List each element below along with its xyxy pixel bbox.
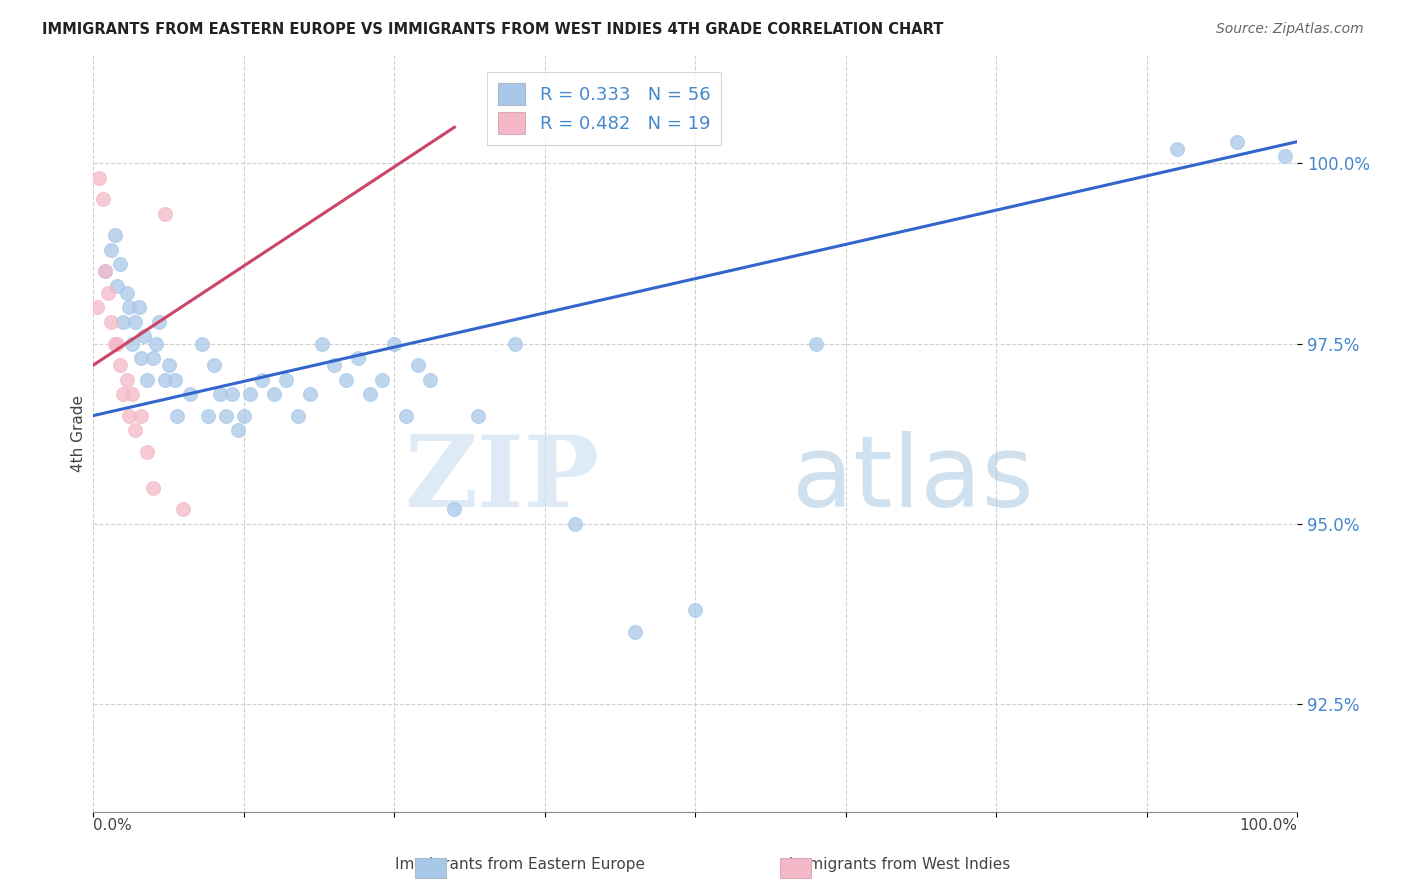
Point (208, 387, 231, 401)
Point (311, 336, 333, 351)
Point (263, 387, 285, 401)
Point (94, 264, 117, 278)
Point (190, 336, 212, 351)
Point (128, 301, 150, 315)
Point (136, 444, 159, 458)
Point (115, 373, 138, 387)
Point (226, 423, 249, 437)
Point (136, 373, 159, 387)
Point (121, 387, 143, 401)
Point (86, 301, 108, 315)
Point (1226, 135, 1249, 149)
Point (115, 286, 138, 301)
Text: 100.0%: 100.0% (1239, 818, 1298, 833)
Legend: R = 0.333   N = 56, R = 0.482   N = 19: R = 0.333 N = 56, R = 0.482 N = 19 (488, 71, 721, 145)
Point (148, 315, 170, 329)
Point (94, 264, 117, 278)
Point (166, 409, 188, 423)
Point (118, 409, 141, 423)
Point (683, 603, 706, 617)
Point (89, 170, 111, 185)
Point (179, 387, 201, 401)
Point (335, 373, 357, 387)
Text: IMMIGRANTS FROM EASTERN EUROPE VS IMMIGRANTS FROM WEST INDIES 4TH GRADE CORRELAT: IMMIGRANTS FROM EASTERN EUROPE VS IMMIGR… (42, 22, 943, 37)
Point (97, 286, 120, 301)
Point (232, 409, 254, 423)
Text: ZIP: ZIP (404, 431, 599, 527)
Point (142, 481, 165, 495)
Point (157, 358, 180, 372)
Point (121, 336, 143, 351)
Point (298, 387, 321, 401)
Point (104, 336, 127, 351)
Point (105, 278, 128, 293)
Point (419, 373, 441, 387)
Point (108, 358, 131, 372)
Point (131, 351, 153, 365)
Point (202, 358, 225, 372)
Point (239, 387, 262, 401)
Point (323, 358, 346, 372)
Point (250, 373, 273, 387)
Point (100, 243, 122, 257)
Point (443, 502, 465, 516)
Point (112, 315, 135, 329)
Point (131, 409, 153, 423)
Text: Source: ZipAtlas.com: Source: ZipAtlas.com (1216, 22, 1364, 37)
Point (564, 516, 586, 531)
Point (91, 192, 114, 206)
Point (118, 301, 141, 315)
Point (108, 257, 131, 271)
Point (274, 373, 297, 387)
Text: Immigrants from West Indies: Immigrants from West Indies (789, 857, 1011, 872)
Point (214, 409, 236, 423)
Point (467, 409, 489, 423)
Point (382, 336, 405, 351)
Point (155, 373, 177, 387)
Point (1166, 142, 1188, 156)
Text: atlas: atlas (792, 431, 1033, 527)
Point (197, 409, 219, 423)
Point (173, 502, 195, 516)
Point (165, 373, 187, 387)
Point (124, 315, 146, 329)
Point (359, 387, 381, 401)
Point (804, 336, 827, 351)
Point (395, 409, 418, 423)
Point (347, 351, 370, 365)
Point (503, 336, 526, 351)
Point (624, 624, 647, 639)
Point (221, 387, 243, 401)
Point (100, 315, 122, 329)
Point (105, 336, 128, 351)
Point (145, 336, 167, 351)
Point (132, 329, 155, 343)
Point (1274, 149, 1296, 163)
Point (287, 409, 309, 423)
Point (155, 207, 177, 221)
Text: Immigrants from Eastern Europe: Immigrants from Eastern Europe (395, 857, 645, 872)
Point (124, 423, 146, 437)
Point (371, 373, 394, 387)
Point (104, 228, 127, 243)
Point (142, 351, 165, 365)
Y-axis label: 4th Grade: 4th Grade (72, 395, 86, 472)
Text: 0.0%: 0.0% (93, 818, 132, 833)
Point (406, 358, 429, 372)
Point (112, 387, 135, 401)
